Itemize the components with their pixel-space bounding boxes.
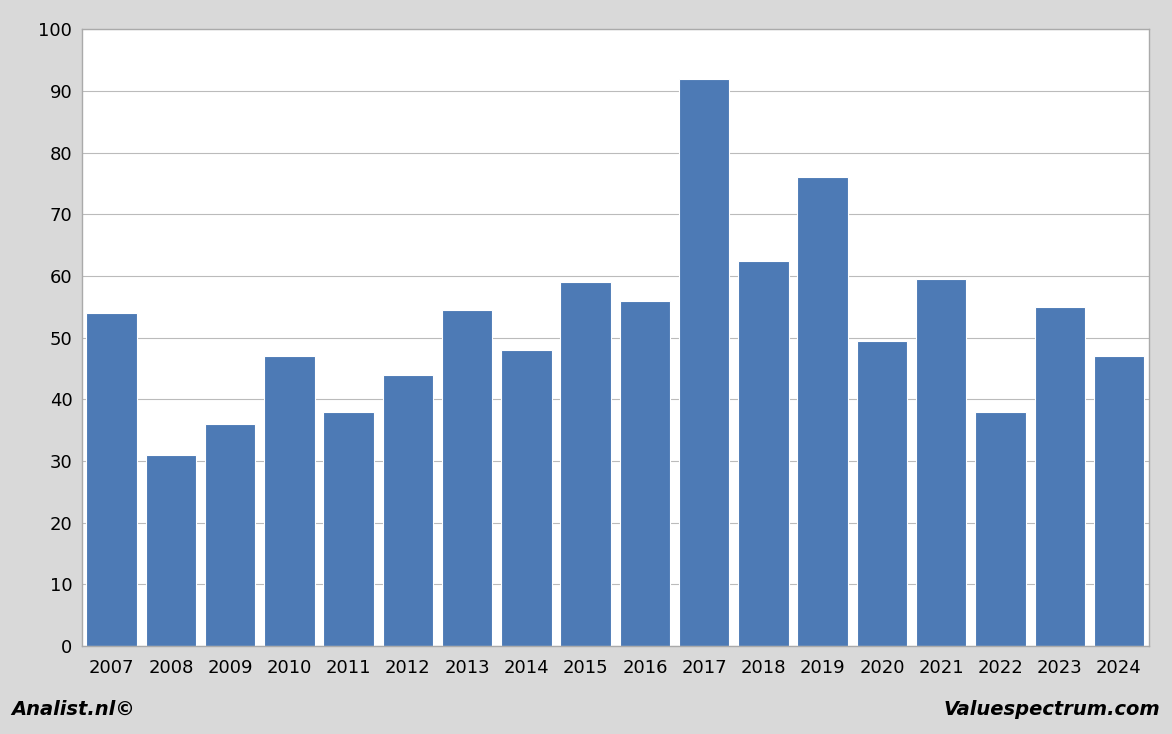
Bar xyxy=(323,412,374,646)
Bar xyxy=(975,412,1026,646)
Bar xyxy=(797,178,847,646)
Bar xyxy=(145,455,196,646)
Bar xyxy=(917,279,967,646)
Bar xyxy=(1035,307,1085,646)
Bar xyxy=(87,313,137,646)
Bar xyxy=(679,79,729,646)
Bar xyxy=(738,261,789,646)
Text: Analist.nl©: Analist.nl© xyxy=(12,700,136,719)
Bar xyxy=(205,424,255,646)
Bar xyxy=(857,341,907,646)
Text: Valuespectrum.com: Valuespectrum.com xyxy=(943,700,1160,719)
Bar xyxy=(383,374,434,646)
Bar xyxy=(442,310,492,646)
Bar xyxy=(1093,356,1144,646)
Bar xyxy=(502,350,552,646)
Bar xyxy=(620,301,670,646)
Bar xyxy=(264,356,314,646)
Bar xyxy=(560,282,611,646)
